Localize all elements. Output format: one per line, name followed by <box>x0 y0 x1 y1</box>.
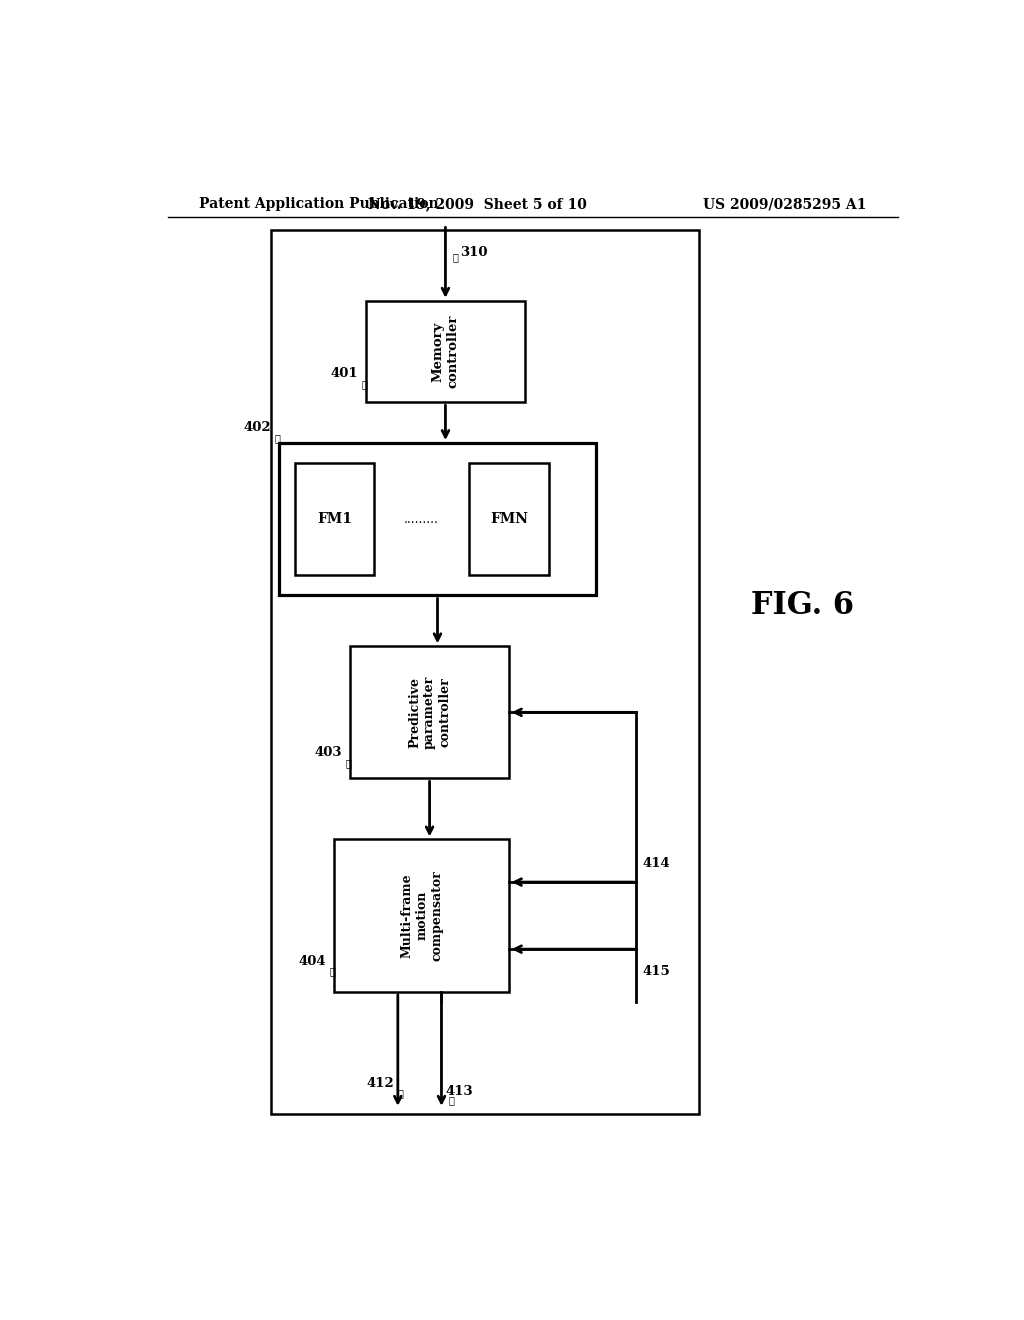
Text: 403: 403 <box>314 747 342 759</box>
Text: 310: 310 <box>460 247 487 260</box>
Text: 413: 413 <box>445 1085 473 1098</box>
Bar <box>270 230 699 1114</box>
Text: 414: 414 <box>642 857 670 870</box>
Text: ⌣: ⌣ <box>361 379 368 389</box>
Text: 402: 402 <box>244 421 270 434</box>
Text: 401: 401 <box>331 367 358 380</box>
Bar <box>469 463 549 576</box>
Text: 412: 412 <box>367 1077 394 1090</box>
Bar <box>350 647 509 779</box>
Text: ⌣: ⌣ <box>346 758 351 768</box>
Text: 404: 404 <box>299 954 327 968</box>
Text: ⌣: ⌣ <box>397 1089 403 1098</box>
Text: ⌣: ⌣ <box>274 433 281 444</box>
Text: FMN: FMN <box>489 512 528 527</box>
Bar <box>367 301 524 403</box>
Bar <box>279 444 596 595</box>
Text: ⌣: ⌣ <box>449 1096 455 1106</box>
Text: 415: 415 <box>642 965 670 978</box>
Bar <box>334 840 509 991</box>
Text: .........: ......... <box>404 512 439 525</box>
Text: ⌣: ⌣ <box>330 966 336 977</box>
Text: Patent Application Publication: Patent Application Publication <box>200 197 439 211</box>
Text: FIG. 6: FIG. 6 <box>751 590 854 622</box>
Text: Nov. 19, 2009  Sheet 5 of 10: Nov. 19, 2009 Sheet 5 of 10 <box>368 197 587 211</box>
Text: Memory
controller: Memory controller <box>431 315 460 388</box>
Text: US 2009/0285295 A1: US 2009/0285295 A1 <box>702 197 866 211</box>
Text: FM1: FM1 <box>316 512 352 527</box>
Bar <box>295 463 374 576</box>
Text: Predictive
parameter
controller: Predictive parameter controller <box>409 676 451 748</box>
Text: ⌣: ⌣ <box>452 252 458 263</box>
Text: Multi-frame
motion
compensator: Multi-frame motion compensator <box>400 870 443 961</box>
